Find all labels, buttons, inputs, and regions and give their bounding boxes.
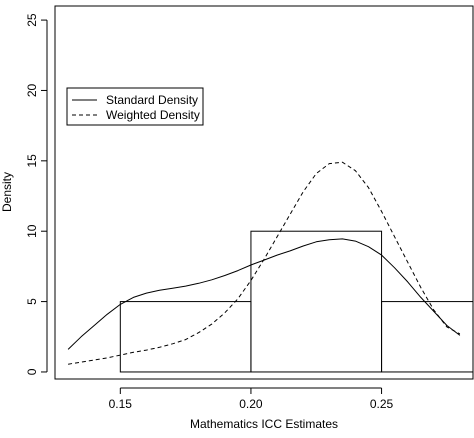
legend-box (66, 87, 204, 126)
y-axis: 0 5 10 15 20 25 (25, 13, 48, 375)
x-tick-label: 0.20 (239, 397, 263, 411)
legend-weighted-label: Weighted Density (106, 108, 200, 122)
legend-standard-label: Standard Density (106, 93, 198, 107)
y-tick-label: 0 (25, 368, 39, 375)
plot-border (54, 5, 474, 380)
y-tick-label: 10 (25, 224, 39, 238)
y-tick-label: 5 (25, 298, 39, 305)
x-axis-title: Mathematics ICC Estimates (190, 417, 338, 431)
histogram-bar-2 (250, 230, 383, 373)
histogram-bar-3 (381, 301, 474, 373)
x-tick-label: 0.25 (370, 397, 394, 411)
y-tick-label: 20 (25, 83, 39, 97)
y-tick-label: 25 (25, 13, 39, 27)
histogram-bar-1 (119, 301, 252, 373)
x-axis: 0.15 0.20 0.25 (109, 387, 394, 411)
weighted-density-line (68, 161, 461, 365)
histogram-bars (119, 230, 474, 373)
density-curves (67, 161, 461, 365)
y-axis-title: Density (0, 172, 14, 212)
y-tick-label: 15 (25, 154, 39, 168)
legend: Standard Density Weighted Density (66, 87, 204, 126)
x-tick-label: 0.15 (109, 397, 133, 411)
standard-density-line (67, 238, 461, 350)
